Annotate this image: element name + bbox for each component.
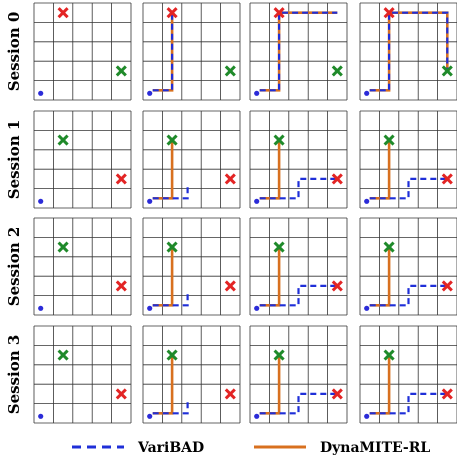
red-goal-icon [331, 388, 343, 400]
grid-panel [249, 217, 348, 316]
start-dot [38, 305, 44, 311]
green-goal-icon [166, 134, 178, 146]
session-labels: Session 0 Session 1 Session 2 Session 3 [5, 12, 23, 415]
grid-panel [142, 217, 241, 316]
red-goal-icon [441, 173, 453, 185]
grid-panel [142, 2, 241, 101]
grid-panel [142, 110, 241, 209]
red-goal-icon [224, 388, 236, 400]
start-dot [254, 198, 260, 204]
green-goal-icon [273, 349, 285, 361]
green-goal-icon [166, 241, 178, 253]
legend-dynamite-label: DynaMITE-RL [320, 440, 430, 456]
red-goal-icon [331, 280, 343, 292]
red-goal-icon [273, 7, 285, 19]
start-dot [38, 198, 44, 204]
red-goal-icon [224, 173, 236, 185]
green-goal-icon [383, 134, 395, 146]
varibad-path [152, 12, 174, 92]
varibad-path [259, 11, 338, 92]
start-dot [364, 90, 370, 96]
green-goal-icon [166, 349, 178, 361]
start-dot [254, 305, 260, 311]
start-dot [364, 198, 370, 204]
red-goal-icon [441, 280, 453, 292]
grid-panel [249, 110, 348, 209]
green-goal-icon [331, 65, 343, 77]
grid-panel [33, 217, 132, 316]
red-goal-icon [166, 7, 178, 19]
grid-panel [359, 217, 457, 316]
session-label: Session 0 [5, 12, 23, 92]
start-dot [38, 413, 44, 419]
varibad-path [152, 184, 189, 200]
green-goal-icon [57, 134, 69, 146]
red-goal-icon [441, 388, 453, 400]
grid-panel [359, 2, 457, 101]
start-dot [147, 90, 153, 96]
start-dot [254, 413, 260, 419]
start-dot [147, 413, 153, 419]
varibad-path [152, 291, 189, 307]
red-goal-icon [115, 173, 127, 185]
grid-panel [33, 2, 132, 101]
green-goal-icon [383, 349, 395, 361]
legend: VariBAD DynaMITE-RL [72, 440, 430, 456]
dynamite-path [259, 140, 281, 200]
dynamite-path [369, 140, 391, 200]
red-goal-icon [224, 280, 236, 292]
grid-panel [249, 2, 348, 101]
session-label: Session 3 [5, 335, 23, 415]
green-goal-icon [57, 349, 69, 361]
panel-grid [33, 2, 457, 424]
grid-panel [359, 325, 457, 424]
varibad-path [152, 399, 189, 415]
dynamite-path [152, 355, 174, 415]
green-goal-icon [115, 65, 127, 77]
dynamite-path [259, 355, 281, 415]
grid-panel [359, 110, 457, 209]
session-label: Session 2 [5, 227, 23, 307]
red-goal-icon [331, 173, 343, 185]
grid-panel [33, 325, 132, 424]
start-dot [254, 90, 260, 96]
red-goal-icon [57, 7, 69, 19]
grid-panel [249, 325, 348, 424]
legend-varibad-label: VariBAD [137, 440, 204, 456]
red-goal-icon [115, 280, 127, 292]
dynamite-path [369, 11, 449, 92]
grid-panel [142, 325, 241, 424]
start-dot [364, 305, 370, 311]
dynamite-path [259, 11, 338, 92]
red-goal-icon [115, 388, 127, 400]
dynamite-path [369, 247, 391, 307]
grid-panel [33, 110, 132, 209]
dynamite-path [152, 140, 174, 200]
dynamite-path [152, 247, 174, 307]
dynamite-path [369, 355, 391, 415]
varibad-path [369, 11, 449, 92]
start-dot [147, 198, 153, 204]
session-label: Session 1 [5, 120, 23, 200]
green-goal-icon [273, 241, 285, 253]
red-goal-icon [383, 7, 395, 19]
green-goal-icon [224, 65, 236, 77]
green-goal-icon [273, 134, 285, 146]
dynamite-path [259, 247, 281, 307]
green-goal-icon [441, 65, 453, 77]
start-dot [364, 413, 370, 419]
green-goal-icon [383, 241, 395, 253]
green-goal-icon [57, 241, 69, 253]
start-dot [38, 90, 44, 96]
start-dot [147, 305, 153, 311]
